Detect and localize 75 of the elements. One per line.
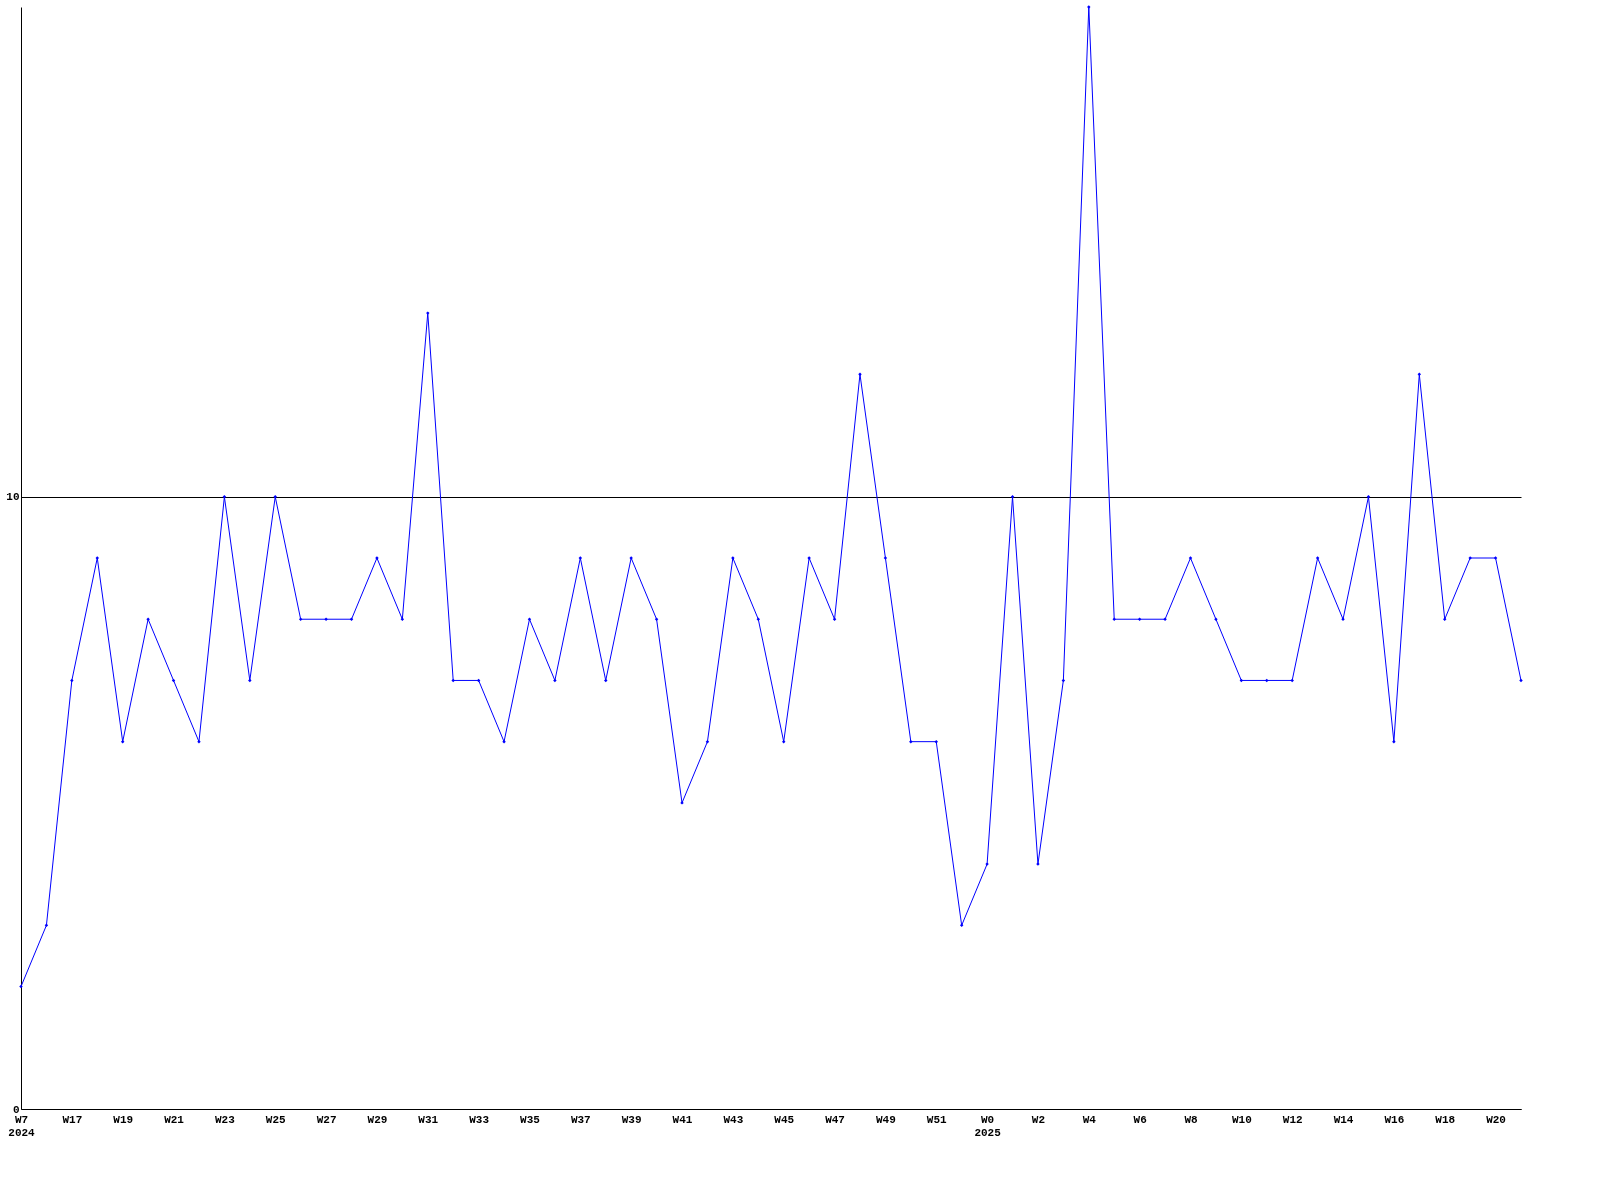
point — [527, 617, 532, 621]
x-tick-label: W47 — [825, 1113, 845, 1126]
x-tick-label: W16 — [1384, 1113, 1405, 1126]
point — [349, 617, 354, 621]
point — [578, 556, 583, 560]
point — [756, 617, 761, 621]
point — [70, 678, 74, 683]
x-tick-label: W49 — [876, 1113, 896, 1126]
point — [95, 556, 99, 560]
x-tick-label: W43 — [723, 1113, 744, 1126]
x-tick-label: W51 — [926, 1113, 948, 1126]
point — [832, 617, 837, 621]
point — [1519, 678, 1523, 683]
point — [146, 617, 150, 621]
point — [1214, 617, 1218, 621]
point — [781, 739, 786, 744]
x-tick-label: W31 — [418, 1113, 439, 1126]
x-tick-label: W45 — [774, 1113, 795, 1126]
y-tick-label: 0 — [12, 1103, 20, 1116]
x-tick-label: W12 — [1282, 1113, 1303, 1126]
x-tick-label: W37 — [570, 1113, 591, 1126]
y-tick-label: 10 — [6, 491, 20, 504]
point — [1163, 617, 1167, 621]
point — [1137, 617, 1142, 621]
x-tick-label: W2 — [1031, 1113, 1046, 1126]
point — [553, 678, 557, 683]
x-tick-label: W23 — [214, 1113, 236, 1126]
point — [1366, 495, 1371, 499]
point — [273, 495, 277, 499]
point — [1493, 556, 1498, 560]
x-tick-label: W0 2025 — [974, 1113, 1002, 1139]
point — [426, 311, 430, 315]
point — [1417, 372, 1422, 377]
point — [298, 617, 303, 621]
x-tick-label: W29 — [367, 1113, 388, 1126]
point — [934, 739, 938, 744]
point — [1443, 617, 1447, 621]
x-tick-label: W10 — [1231, 1113, 1252, 1126]
point — [654, 617, 659, 621]
x-tick-label: W25 — [265, 1113, 287, 1126]
point — [1188, 556, 1193, 560]
point — [909, 739, 913, 744]
x-tick-label: W18 — [1435, 1113, 1456, 1126]
point — [1112, 617, 1116, 621]
x-tick-label: W21 — [164, 1113, 185, 1126]
x-tick-label: W4 — [1082, 1113, 1097, 1126]
point — [248, 678, 252, 683]
point — [1290, 678, 1294, 683]
point — [858, 372, 862, 377]
point — [222, 495, 227, 499]
x-tick-label: W7 2024 — [8, 1113, 36, 1139]
point — [959, 923, 964, 928]
point — [883, 556, 888, 560]
point — [451, 678, 455, 683]
x-tick-label: W20 — [1486, 1113, 1506, 1126]
point — [604, 678, 608, 683]
x-tick-label: W41 — [672, 1113, 693, 1126]
x-tick-label: W27 — [316, 1113, 337, 1126]
x-tick-label: W33 — [469, 1113, 490, 1126]
point — [400, 617, 405, 621]
x-tick-label: W39 — [621, 1113, 642, 1126]
x-tick-label: W6 — [1133, 1113, 1147, 1126]
x-tick-label: W35 — [520, 1113, 541, 1126]
point — [120, 739, 125, 744]
point — [1315, 556, 1320, 560]
x-tick-label: W19 — [113, 1113, 134, 1126]
x-tick-label: W17 — [62, 1113, 83, 1126]
point — [502, 739, 506, 744]
point — [1010, 495, 1015, 499]
point — [1392, 739, 1396, 744]
x-tick-label: W14 — [1333, 1113, 1354, 1126]
point — [324, 617, 328, 621]
point — [197, 739, 201, 744]
point — [19, 984, 23, 989]
x-tick-label: W8 — [1184, 1113, 1198, 1126]
